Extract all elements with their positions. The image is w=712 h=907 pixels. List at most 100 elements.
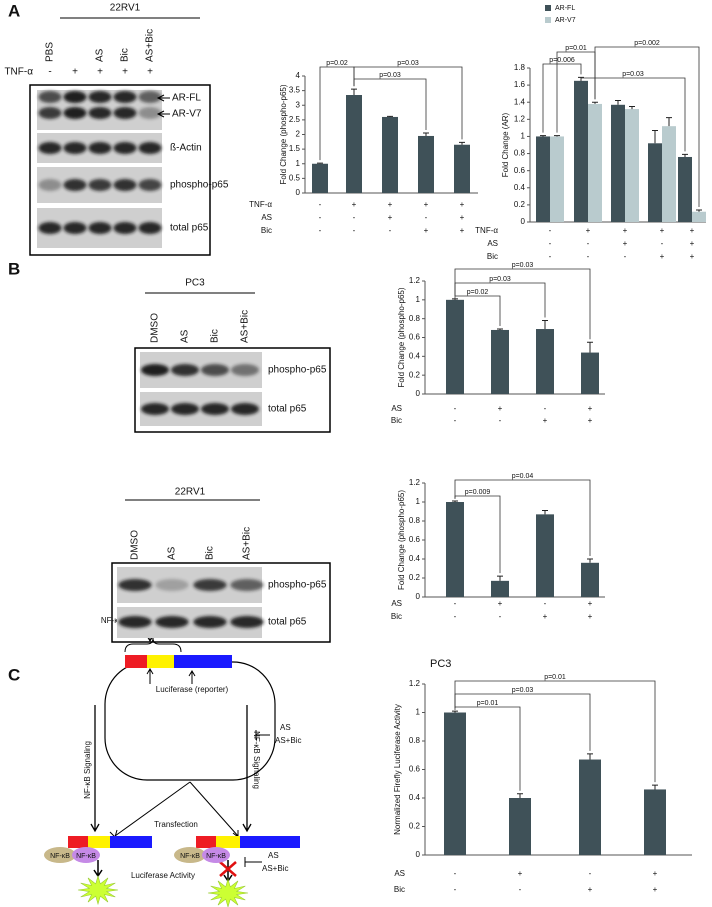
y-tick-label: 0 (416, 592, 421, 601)
condition-sign: + (543, 612, 548, 621)
band (63, 107, 87, 119)
error-bar (497, 575, 503, 581)
band-label: total p65 (268, 617, 307, 628)
band (230, 579, 264, 591)
factor-label: NF-κB (206, 853, 226, 860)
significance-bracket (580, 77, 686, 152)
arrow (242, 705, 252, 833)
error-bar (542, 320, 548, 330)
blot-box (111, 562, 331, 643)
lane-label: AS (167, 546, 178, 560)
y-tick-label: 2 (296, 130, 301, 139)
condition-sign: - (549, 239, 552, 248)
y-tick-label: 1 (416, 497, 421, 506)
condition-sign: + (424, 200, 429, 209)
condition-sign: + (588, 416, 593, 425)
error-bar (452, 500, 458, 502)
condition-sign: + (388, 213, 393, 222)
bar (491, 580, 509, 597)
error-bar (666, 117, 672, 127)
y-tick-label: 0.8 (409, 516, 421, 525)
band (230, 616, 264, 628)
condition-sign: - (389, 226, 392, 235)
y-tick-label: 0 (416, 850, 421, 859)
band-arrow (156, 94, 170, 102)
y-tick-label: 0 (521, 217, 526, 226)
error-bar (652, 784, 658, 790)
y-tick-label: 0 (296, 188, 301, 197)
bar (574, 80, 588, 222)
band-label: total p65 (170, 223, 209, 234)
y-tick-label: 1 (521, 132, 526, 141)
treatment-sign: - (48, 67, 51, 78)
gene-blue (174, 655, 232, 668)
condition-sign: + (588, 599, 593, 608)
error-bar (542, 510, 548, 515)
transfection-lines (109, 781, 239, 839)
significance-bracket (353, 66, 463, 140)
lane-label: AS+Bic (240, 310, 251, 343)
band (193, 616, 227, 628)
band (113, 91, 137, 103)
genes (44, 655, 300, 863)
condition-label: AS (487, 239, 498, 248)
cell-line: 22RV1 (110, 3, 141, 14)
factor-label: NF-κB (180, 853, 200, 860)
condition-sign: + (653, 869, 658, 878)
y-tick-label: 1.2 (409, 276, 421, 285)
band (113, 107, 137, 119)
condition-sign: - (499, 416, 502, 425)
bar (611, 104, 625, 222)
plasmid (104, 661, 276, 781)
band (118, 579, 152, 591)
band (38, 91, 62, 103)
significance-bracket (454, 706, 521, 791)
bar (692, 211, 706, 222)
error-bar (497, 328, 503, 330)
y-axis-label: Fold Change (phospho-p65) (397, 287, 406, 387)
y-tick-label: 1.4 (514, 97, 526, 106)
band-label: total p65 (268, 404, 307, 415)
band (118, 616, 152, 628)
band (138, 179, 162, 191)
error-bar (587, 753, 593, 760)
nfkb (72, 847, 100, 863)
condition-sign: - (454, 416, 457, 425)
error-bar (696, 209, 702, 212)
lane-label: DMSO (130, 530, 141, 560)
p-value: p=0.03 (622, 71, 644, 78)
y-axis-label: Fold Change (phospho-p65) (397, 490, 406, 590)
significance-bracket (454, 693, 591, 751)
y-tick-label: 0.2 (514, 200, 526, 209)
bar (662, 126, 676, 222)
y-tick-label: 1.2 (409, 679, 421, 688)
condition-label: TNF-α (475, 226, 498, 235)
error-bar (423, 132, 429, 136)
band (138, 142, 162, 154)
condition-sign: - (454, 404, 457, 413)
condition-sign: + (690, 239, 695, 248)
error-bar (592, 101, 598, 104)
band (88, 179, 112, 191)
treatment-sign: + (147, 67, 153, 78)
band (38, 142, 62, 154)
band (230, 364, 260, 376)
band-label: phospho-p65 (268, 580, 327, 591)
condition-sign: + (660, 252, 665, 261)
bar (579, 759, 601, 855)
band-label: ß-Actin (170, 143, 202, 154)
y-tick-label: 0.4 (409, 351, 421, 360)
band (155, 579, 189, 591)
nfkb (174, 847, 206, 863)
y-axis-label: Fold Change (AR) (501, 112, 510, 177)
gene-red (125, 655, 147, 668)
condition-sign: - (454, 612, 457, 621)
bar (382, 116, 398, 193)
condition-label: Bic (394, 885, 405, 894)
treatment-label: TNF-α (4, 67, 33, 78)
treatment-sign: + (122, 67, 128, 78)
p-value: p=0.04 (512, 473, 534, 480)
band (38, 222, 62, 234)
